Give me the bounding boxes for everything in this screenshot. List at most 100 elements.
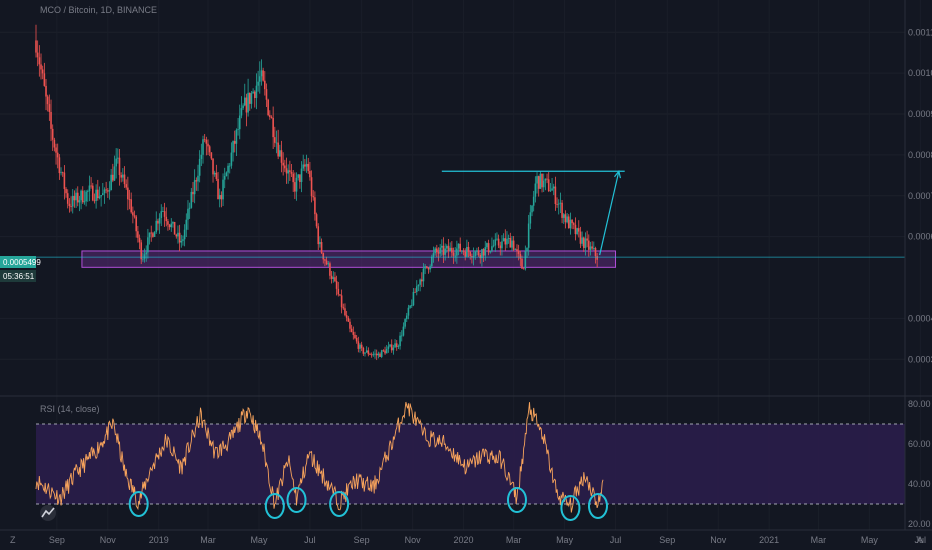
candle-body <box>315 214 318 227</box>
candle-body <box>158 217 161 224</box>
candle-body <box>317 226 320 245</box>
tradingview-logo[interactable] <box>40 505 56 521</box>
candle-body <box>108 190 111 192</box>
candle-body <box>127 187 129 200</box>
support-zone-box <box>81 250 617 268</box>
candle-body <box>63 172 66 189</box>
candle-body <box>212 158 214 175</box>
candle-body <box>499 245 502 249</box>
candle-body <box>561 202 563 218</box>
candle-body <box>456 248 458 256</box>
candle-body <box>477 250 480 256</box>
candle-body <box>594 247 597 257</box>
candle-body <box>280 150 283 163</box>
bar-countdown: 05:36:51 <box>3 272 35 281</box>
time-tick-label: Sep <box>49 535 65 545</box>
oversold-circle <box>264 493 285 519</box>
candle-body <box>203 139 206 141</box>
candle-body <box>389 344 391 347</box>
last-price-tag: 0.0005499 05:36:51 <box>0 256 41 282</box>
candle-body <box>294 182 296 192</box>
candle-body <box>107 190 109 192</box>
candle-body <box>188 207 191 209</box>
candle-body <box>451 247 453 253</box>
candle-body <box>210 152 213 159</box>
candle-body <box>175 234 178 237</box>
candle-body <box>35 40 37 53</box>
candle-body <box>98 196 101 199</box>
candle-body <box>469 251 472 257</box>
candle-body <box>95 189 97 201</box>
candle-body <box>269 115 271 117</box>
candle-body <box>385 348 388 354</box>
candle-body <box>112 174 114 181</box>
candle-body <box>297 174 300 178</box>
candle-body <box>167 221 169 225</box>
candle-body <box>496 238 498 240</box>
candle-body <box>282 162 284 166</box>
candle-body <box>272 117 274 138</box>
candle-body <box>172 221 174 224</box>
candle-body <box>90 185 92 187</box>
candle-body <box>133 215 136 217</box>
candle-body <box>420 279 423 282</box>
candle-body <box>295 177 298 192</box>
candle-body <box>522 268 525 270</box>
price-tick-label: 0.0003000 <box>908 354 932 364</box>
candle-body <box>312 196 315 198</box>
price-tick-label: 0.0009000 <box>908 109 932 119</box>
rsi-tick-label: 20.00 <box>908 519 931 529</box>
time-tick-label: Mar <box>200 535 216 545</box>
price-tick-label: 0.0004000 <box>908 313 932 323</box>
candle-body <box>284 165 286 169</box>
candle-body <box>51 128 54 140</box>
candle-body <box>362 347 365 354</box>
candle-body <box>148 232 151 238</box>
candle-body <box>245 97 248 113</box>
candle-body <box>379 353 381 357</box>
candle-body <box>589 246 592 250</box>
candle-body <box>264 80 266 90</box>
candle-body <box>581 237 583 244</box>
candle-body <box>41 69 44 74</box>
candle-body <box>173 221 176 235</box>
candle-body <box>123 174 126 185</box>
candle-body <box>265 89 268 100</box>
candle-body <box>524 251 527 269</box>
time-axis: Sep Nov 2019 Mar May Jul Sep Nov 2020 Mar May Jul Se… <box>49 535 926 545</box>
candle-body <box>322 252 325 260</box>
time-tick-label: May <box>861 535 879 545</box>
candle-body <box>504 238 507 245</box>
candle-body <box>65 188 67 194</box>
candle-body <box>400 335 403 337</box>
candle-body <box>71 195 74 207</box>
candle-body <box>292 173 294 183</box>
candle-body <box>449 247 451 252</box>
candle-body <box>187 208 189 220</box>
candle-body <box>511 240 513 248</box>
candle-body <box>394 343 396 348</box>
candle-body <box>227 165 229 173</box>
candle-body <box>529 212 532 224</box>
candle-body <box>367 350 370 355</box>
candle-body <box>584 238 587 248</box>
candle-body <box>364 352 366 354</box>
candle-body <box>135 216 138 232</box>
candle-body <box>202 139 204 155</box>
rsi-tick-label: 80.00 <box>908 399 931 409</box>
candle-body <box>360 344 363 348</box>
candle-body <box>482 249 485 256</box>
candle-body <box>143 254 146 259</box>
candle-body <box>506 238 508 245</box>
candle-body <box>344 308 346 316</box>
candle-body <box>307 163 310 171</box>
candle-body <box>415 286 418 293</box>
candle-body <box>340 295 343 308</box>
candle-body <box>222 179 224 200</box>
candle-body <box>491 246 493 252</box>
candle-body <box>168 224 171 228</box>
candle-body <box>118 157 121 176</box>
candle-body <box>237 129 239 130</box>
candle-body <box>452 252 455 256</box>
